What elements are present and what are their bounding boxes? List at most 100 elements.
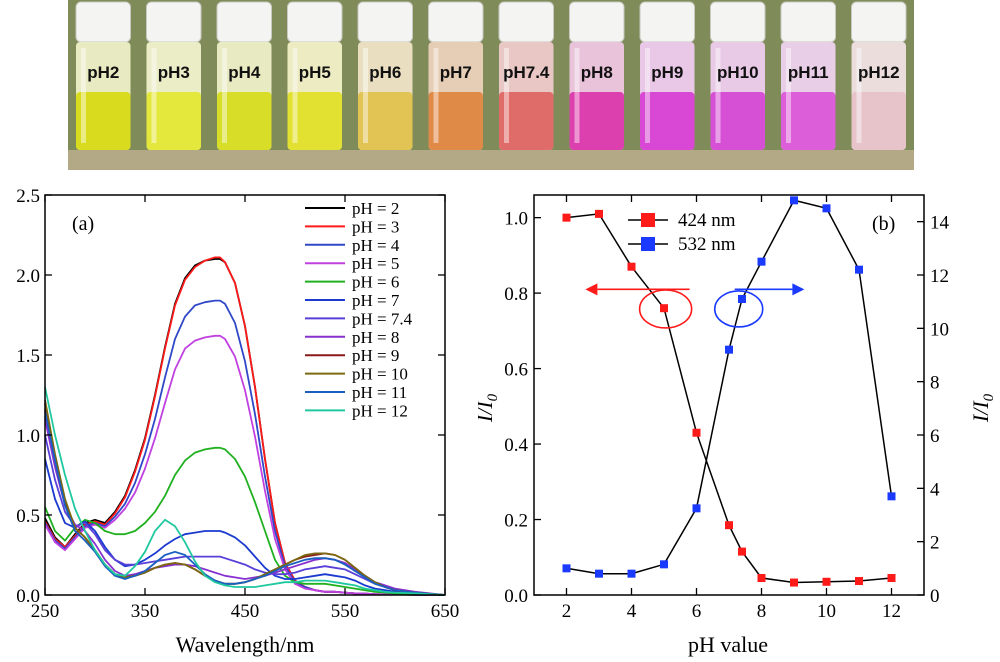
- y2-tick-label-b: 14: [930, 213, 950, 234]
- vial-cap: [75, 1, 131, 43]
- legend-label-a: pH = 7.4: [352, 309, 413, 328]
- legend-label-a: pH = 3: [352, 217, 399, 236]
- ratio-point-0: [692, 428, 701, 437]
- vial-cap: [498, 1, 554, 43]
- ratio-point-1: [738, 295, 746, 303]
- y-axis-label-b: I/I0: [478, 393, 501, 423]
- y2-tick-label-b: 8: [930, 373, 940, 394]
- ratio-point-1: [660, 560, 668, 569]
- legend-label-a: pH = 8: [352, 328, 399, 347]
- vial-label: pH5: [299, 63, 331, 82]
- ratio-point-0: [822, 577, 831, 586]
- ratio-point-0: [562, 213, 571, 222]
- x-tick-label-b: 12: [882, 601, 901, 622]
- spectrum-line-7: [44, 418, 446, 596]
- vials-photo: pH2 pH3 pH4 pH5 pH6 pH7 pH7.4 pH8 pH9 pH10 pH11 pH1…: [68, 0, 914, 170]
- vial-liquid: [76, 92, 131, 150]
- vial-cap: [851, 1, 907, 43]
- legend-marker-b: [641, 213, 655, 227]
- vial-highlight: [574, 48, 580, 143]
- vial-cap: [428, 1, 484, 43]
- ratio-point-0: [595, 209, 603, 218]
- vial-highlight: [151, 48, 157, 143]
- ratio-point-0: [627, 262, 636, 271]
- x-tick-label-a: 250: [31, 601, 60, 622]
- vial-cap: [569, 1, 625, 43]
- ratio-point-0: [790, 578, 798, 587]
- legend-label-a: pH = 2: [352, 199, 399, 218]
- ratio-point-1: [855, 265, 863, 274]
- legend-label-a: pH = 6: [352, 273, 399, 292]
- vial-liquid: [358, 92, 413, 150]
- vial-cap: [216, 1, 272, 43]
- photo-table: [68, 150, 914, 170]
- vial-cap: [780, 1, 836, 43]
- vial-highlight: [363, 48, 368, 143]
- vial-label: pH7: [440, 63, 472, 82]
- spectrum-line-6: [44, 434, 446, 596]
- vial-highlight: [856, 48, 862, 143]
- vial-highlight: [292, 48, 298, 143]
- spectrum-line-10: [44, 410, 446, 596]
- photo-background: [68, 0, 914, 170]
- panel-label-b: (b): [872, 213, 895, 235]
- ratio-point-0: [725, 521, 733, 530]
- y2-tick-label-b: 6: [930, 426, 940, 447]
- vial-liquid: [146, 92, 201, 150]
- ratio-point-0: [738, 547, 746, 556]
- legend-label-a: pH = 5: [352, 254, 399, 273]
- vial-label: pH4: [228, 63, 261, 82]
- y-tick-label-b: 0.8: [504, 284, 528, 305]
- ratio-line-0: [566, 213, 892, 584]
- vial-label: pH3: [158, 63, 190, 82]
- legend-label-a: pH = 4: [352, 236, 400, 255]
- ratio-point-1: [692, 504, 701, 513]
- ratio-point-1: [725, 345, 733, 354]
- y-tick-label-a: 0.5: [16, 506, 40, 527]
- spectrum-line-5: [44, 458, 446, 596]
- legend-label-a: pH = 12: [352, 401, 408, 420]
- y-tick-label-b: 0.2: [504, 511, 528, 532]
- x-tick-label-a: 650: [431, 601, 460, 622]
- vial-highlight: [504, 48, 509, 143]
- x-tick-label-b: 10: [817, 601, 836, 622]
- vial-cap: [639, 1, 695, 43]
- ratio-point-0: [757, 574, 766, 583]
- vial-cap: [710, 1, 766, 43]
- legend-label-a: pH = 7: [352, 291, 400, 310]
- y-tick-label-b: 0.0: [504, 586, 528, 607]
- arrow-left-head: [585, 283, 598, 296]
- y-tick-label-b: 1.0: [504, 209, 528, 230]
- vial-liquid: [217, 92, 272, 150]
- x-tick-label-b: 4: [627, 601, 637, 622]
- x-axis-label-a: Wavelength/nm: [176, 632, 315, 657]
- y2-tick-label-b: 4: [930, 479, 940, 500]
- legend-label-a: pH = 9: [352, 346, 399, 365]
- vial-liquid: [499, 92, 554, 150]
- absorbance-spectra-chart: 250 350 450 550 650 0.0 0.5 1.0 1.5 2.0 2.5 (a) Wa…: [16, 186, 460, 657]
- ratio-point-1: [790, 196, 798, 205]
- vial-cap: [146, 1, 202, 43]
- vial-highlight: [786, 48, 791, 143]
- ratio-point-0: [855, 577, 863, 586]
- y-tick-label-a: 2.5: [16, 186, 40, 207]
- intensity-ratio-chart: 2 4 6 8 10 12 0.0 0.2 0.4 0.6 0.8 1.0 0 2 4 6 8 10 12 14 (b…: [478, 194, 997, 657]
- vial-highlight: [222, 48, 227, 143]
- arrow-right-head: [792, 283, 805, 296]
- legend-label-a: pH = 10: [352, 365, 408, 384]
- x-tick-label-a: 550: [331, 601, 360, 622]
- ratio-point-1: [887, 492, 896, 501]
- vial-highlight: [715, 48, 721, 143]
- x-tick-label-b: 6: [692, 601, 702, 622]
- legend-marker-b: [641, 237, 655, 251]
- legend-label-a: pH = 11: [352, 383, 407, 402]
- x-axis-label-b: pH value: [688, 632, 768, 657]
- ratio-point-1: [562, 564, 571, 573]
- circle-532-annotation: [713, 290, 764, 328]
- vial-label: pH10: [717, 63, 759, 82]
- vial-highlight: [433, 48, 439, 143]
- vial-label: pH2: [87, 63, 119, 82]
- y2-tick-label-b: 12: [930, 266, 949, 287]
- vial-liquid: [287, 92, 342, 150]
- x-tick-label-a: 350: [131, 601, 160, 622]
